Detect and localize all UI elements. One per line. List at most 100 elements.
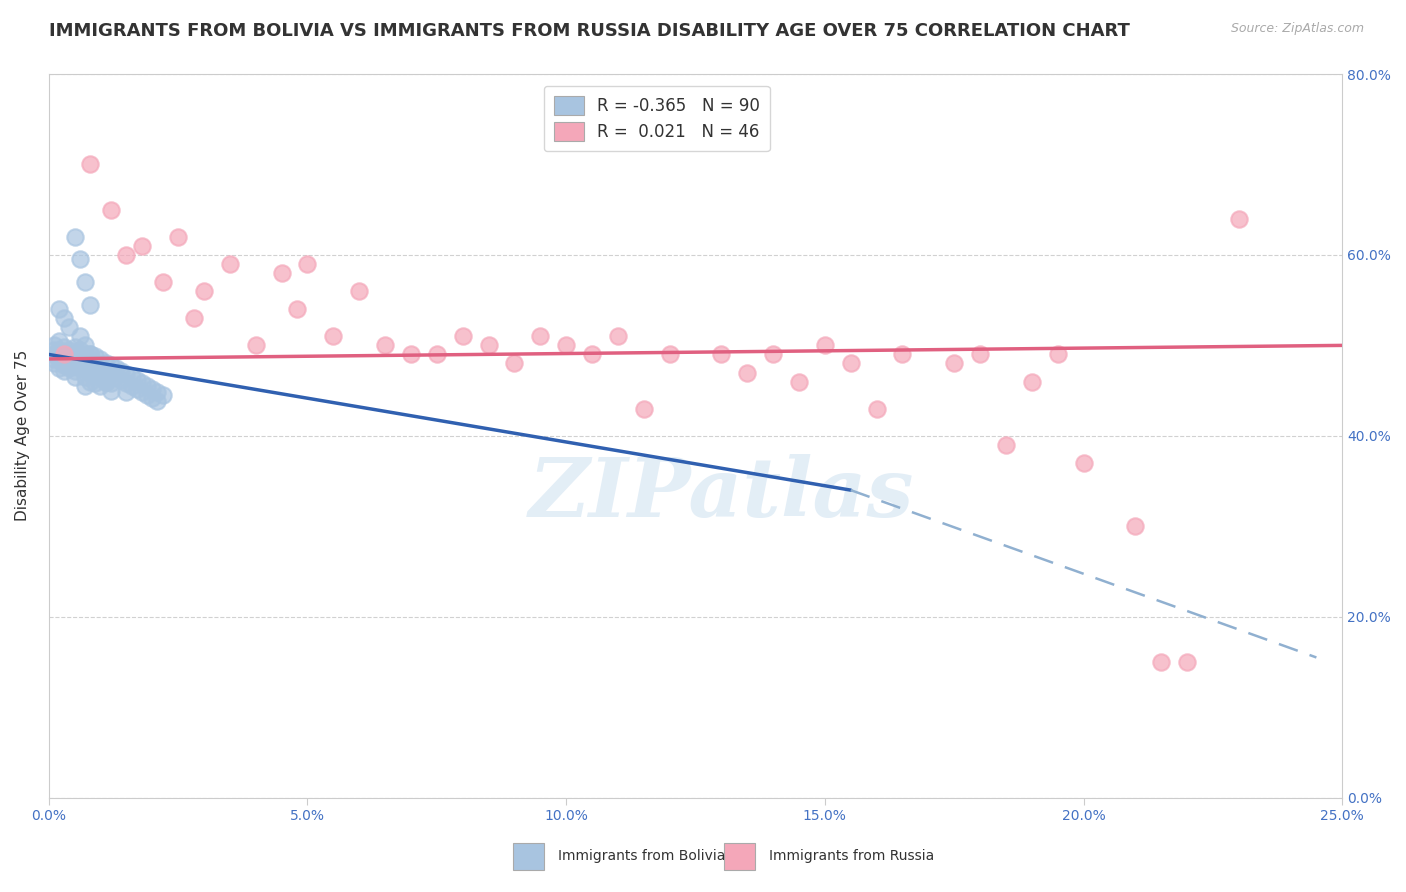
Point <box>141 382 163 396</box>
Point <box>79 356 101 370</box>
Point <box>73 361 96 376</box>
Point <box>100 359 122 373</box>
Point <box>84 368 107 382</box>
Point <box>110 373 132 387</box>
Point <box>121 379 143 393</box>
Point <box>79 347 101 361</box>
Point <box>53 311 76 326</box>
Point <box>42 356 65 370</box>
Point <box>322 329 344 343</box>
Point <box>105 361 128 376</box>
Point <box>374 338 396 352</box>
Point <box>710 347 733 361</box>
Point <box>69 351 91 366</box>
Point <box>633 401 655 416</box>
Point <box>53 359 76 373</box>
Point <box>58 351 80 366</box>
Point <box>555 338 578 352</box>
Point <box>53 347 76 361</box>
Point <box>1123 519 1146 533</box>
Point <box>79 157 101 171</box>
Point <box>131 239 153 253</box>
Point <box>63 354 86 368</box>
Point <box>183 311 205 326</box>
Point <box>110 364 132 378</box>
Point <box>105 370 128 384</box>
Point <box>53 340 76 354</box>
Point <box>1150 655 1173 669</box>
Point <box>245 338 267 352</box>
Point <box>115 376 138 391</box>
Point <box>1227 211 1250 226</box>
Point <box>89 379 111 393</box>
Point <box>100 376 122 391</box>
Point <box>53 354 76 368</box>
Point <box>100 368 122 382</box>
Point <box>943 356 966 370</box>
Point <box>63 359 86 373</box>
Point <box>839 356 862 370</box>
Point <box>1021 375 1043 389</box>
Point <box>94 375 117 389</box>
Point <box>865 401 887 416</box>
Point <box>69 343 91 357</box>
Point <box>73 275 96 289</box>
Point <box>69 252 91 267</box>
Point <box>48 351 70 366</box>
Point <box>891 347 914 361</box>
Point <box>1175 655 1198 669</box>
Point <box>48 347 70 361</box>
Point <box>1073 456 1095 470</box>
Point <box>79 375 101 389</box>
Point <box>426 347 449 361</box>
Point <box>297 257 319 271</box>
Point <box>94 356 117 370</box>
Point <box>79 366 101 380</box>
Point <box>152 275 174 289</box>
Point <box>451 329 474 343</box>
Point <box>42 351 65 366</box>
Point <box>58 343 80 357</box>
Point <box>146 394 169 409</box>
Point <box>58 356 80 370</box>
Point <box>146 385 169 400</box>
Text: Source: ZipAtlas.com: Source: ZipAtlas.com <box>1230 22 1364 36</box>
Point <box>100 202 122 217</box>
Point <box>89 366 111 380</box>
Point <box>994 438 1017 452</box>
Text: Immigrants from Bolivia: Immigrants from Bolivia <box>558 849 725 863</box>
Point <box>399 347 422 361</box>
Point <box>73 338 96 352</box>
Point <box>503 356 526 370</box>
Point <box>53 345 76 359</box>
Point <box>84 376 107 391</box>
Point <box>193 284 215 298</box>
Text: ZIPatlas: ZIPatlas <box>529 454 914 533</box>
Point <box>69 347 91 361</box>
Point <box>69 361 91 376</box>
Point <box>136 388 159 402</box>
Point <box>94 366 117 380</box>
Point <box>115 368 138 382</box>
Point <box>167 230 190 244</box>
Point <box>131 385 153 400</box>
Text: IMMIGRANTS FROM BOLIVIA VS IMMIGRANTS FROM RUSSIA DISABILITY AGE OVER 75 CORRELA: IMMIGRANTS FROM BOLIVIA VS IMMIGRANTS FR… <box>49 22 1130 40</box>
Point <box>69 329 91 343</box>
Point <box>73 379 96 393</box>
Point <box>762 347 785 361</box>
Point <box>79 347 101 361</box>
Point <box>735 366 758 380</box>
Point <box>53 364 76 378</box>
Point <box>121 370 143 384</box>
Point <box>658 347 681 361</box>
Point <box>477 338 499 352</box>
Point <box>84 356 107 370</box>
Point <box>42 343 65 357</box>
Point <box>1046 347 1069 361</box>
Point <box>42 338 65 352</box>
Point <box>63 364 86 378</box>
Point <box>79 298 101 312</box>
Point <box>218 257 240 271</box>
Point <box>347 284 370 298</box>
Point <box>63 349 86 363</box>
